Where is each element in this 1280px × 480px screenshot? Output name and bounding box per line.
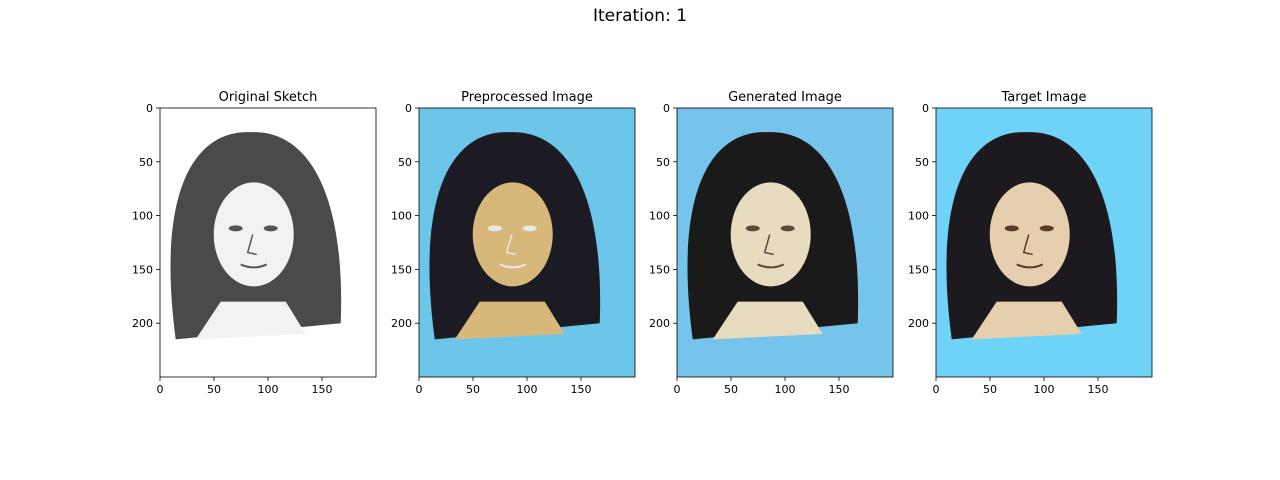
y-tick-label: 100: [649, 210, 670, 223]
nose-line: [505, 234, 516, 256]
y-tick-label: 50: [139, 156, 153, 169]
y-tick-label: 0: [922, 102, 929, 115]
nose-line: [1022, 234, 1033, 256]
x-tick-label: 150: [1088, 383, 1109, 396]
y-tick-label: 0: [663, 102, 670, 115]
mouth-line: [1016, 263, 1044, 269]
y-tick-label: 200: [391, 317, 412, 330]
panel-target-image: Target Image 0 50 100 150 0 50 100 150 200: [908, 90, 1153, 396]
y-tick-label: 150: [649, 263, 670, 276]
x-tick-label: 50: [207, 383, 221, 396]
y-tick-label: 50: [656, 156, 670, 169]
face-shape: [213, 182, 294, 287]
eye-left: [228, 225, 243, 232]
image-original-sketch: [160, 108, 376, 377]
y-tick-label: 200: [649, 317, 670, 330]
panel-preprocessed-image: Preprocessed Image 0 50 100 150 0 50 100 150 200: [391, 90, 636, 396]
eye-right: [522, 225, 537, 232]
eye-right: [780, 225, 795, 232]
eye-left: [1004, 225, 1019, 232]
panel-title: Target Image: [1000, 90, 1086, 105]
image-preprocessed-image: [419, 108, 635, 377]
eye-left: [745, 225, 760, 232]
x-tick-label: 100: [1034, 383, 1055, 396]
x-tick-label: 100: [775, 383, 796, 396]
panel-title: Preprocessed Image: [461, 90, 593, 105]
eye-right: [263, 225, 278, 232]
neck-shape: [195, 301, 306, 340]
x-tick-label: 0: [674, 383, 681, 396]
mouth-line: [757, 263, 785, 269]
y-tick-label: 100: [132, 210, 153, 223]
nose-line: [763, 234, 774, 256]
neck-shape: [712, 301, 823, 340]
x-tick-label: 150: [829, 383, 850, 396]
y-tick-label: 150: [132, 263, 153, 276]
image-generated-image: [677, 108, 893, 377]
x-tick-label: 0: [416, 383, 423, 396]
y-tick-label: 100: [391, 210, 412, 223]
mouth-line: [499, 263, 527, 269]
x-tick-label: 100: [517, 383, 538, 396]
y-tick-label: 0: [405, 102, 412, 115]
y-tick-label: 150: [908, 263, 929, 276]
image-target-image: [936, 108, 1152, 377]
panel-original-sketch: Original Sketch 0 50 100 150 0 50 100 150 200: [132, 90, 377, 396]
y-tick-label: 50: [398, 156, 412, 169]
y-tick-label: 100: [908, 210, 929, 223]
x-tick-label: 150: [312, 383, 333, 396]
y-tick-label: 150: [391, 263, 412, 276]
x-tick-label: 150: [571, 383, 592, 396]
panel-title: Original Sketch: [219, 90, 318, 105]
x-tick-label: 0: [157, 383, 164, 396]
x-tick-label: 50: [983, 383, 997, 396]
y-tick-label: 200: [908, 317, 929, 330]
face-shape: [472, 182, 553, 287]
y-tick-label: 0: [146, 102, 153, 115]
x-tick-label: 0: [933, 383, 940, 396]
eye-left: [487, 225, 502, 232]
mouth-line: [240, 263, 268, 269]
nose-line: [246, 234, 257, 256]
y-tick-label: 200: [132, 317, 153, 330]
panel-title: Generated Image: [728, 90, 842, 105]
neck-shape: [454, 301, 565, 340]
x-tick-label: 100: [258, 383, 279, 396]
y-tick-label: 50: [915, 156, 929, 169]
eye-right: [1039, 225, 1054, 232]
neck-shape: [971, 301, 1082, 340]
face-shape: [989, 182, 1070, 287]
x-tick-label: 50: [724, 383, 738, 396]
figure-title: Iteration: 1: [592, 6, 688, 26]
panel-generated-image: Generated Image 0 50 100 150 0 50 100 150 200: [649, 90, 894, 396]
x-tick-label: 50: [466, 383, 480, 396]
face-shape: [730, 182, 811, 287]
